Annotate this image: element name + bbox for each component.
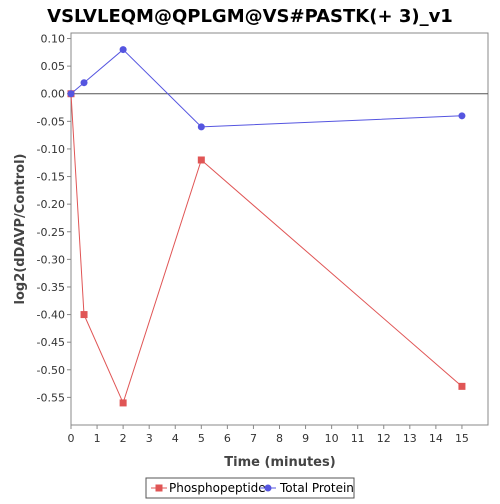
legend-marker-phosphopeptide <box>155 484 163 492</box>
x-tick-label: 8 <box>276 432 283 445</box>
y-tick-label: -0.05 <box>37 115 65 128</box>
x-tick-label: 2 <box>120 432 127 445</box>
y-tick-label: 0.00 <box>41 88 66 101</box>
x-tick-label: 4 <box>172 432 179 445</box>
y-tick-label: -0.40 <box>37 309 65 322</box>
legend: Phosphopeptide Total Protein <box>145 477 355 499</box>
y-tick-label: -0.35 <box>37 281 65 294</box>
legend-marker-total-protein <box>264 484 272 492</box>
x-tick-label: 15 <box>455 432 469 445</box>
data-point-phosphopeptide <box>197 156 205 164</box>
x-axis-label: Time (minutes) <box>224 455 335 470</box>
y-tick-label: 0.10 <box>41 33 66 46</box>
x-tick-label: 1 <box>94 432 101 445</box>
y-axis: 0.10 0.05 0.00 -0.05 -0.10 -0.15 -0.20 -0.25 -0.… <box>37 33 71 404</box>
y-tick-label: -0.20 <box>37 198 65 211</box>
x-tick-label: 0 <box>68 432 75 445</box>
y-axis-label: log2(dDAVP/Control) <box>13 154 28 305</box>
x-tick-label: 10 <box>325 432 339 445</box>
plot-area <box>70 32 489 426</box>
x-tick-label: 5 <box>198 432 205 445</box>
x-tick-label: 14 <box>429 432 443 445</box>
x-tick-label: 12 <box>377 432 391 445</box>
series-group <box>67 46 466 407</box>
y-tick-label: -0.50 <box>37 364 65 377</box>
chart-title: VSLVLEQM@QPLGM@VS#PASTK(+ 3)_v1 <box>47 6 453 27</box>
legend-label-phosphopeptide: Phosphopeptide <box>169 481 266 495</box>
legend-box <box>145 477 355 499</box>
y-tick-label: -0.30 <box>37 253 65 266</box>
x-tick-label: 9 <box>302 432 309 445</box>
data-point-phosphopeptide <box>80 311 88 319</box>
legend-label-total-protein: Total Protein <box>279 481 354 495</box>
y-tick-label: -0.45 <box>37 336 65 349</box>
x-tick-label: 6 <box>224 432 231 445</box>
y-tick-label: -0.25 <box>37 226 65 239</box>
x-tick-label: 3 <box>146 432 153 445</box>
data-point-total-protein <box>67 90 75 98</box>
y-tick-label: -0.55 <box>37 391 65 404</box>
y-tick-label: -0.15 <box>37 171 65 184</box>
data-point-phosphopeptide <box>458 382 466 390</box>
data-point-phosphopeptide <box>119 399 127 407</box>
x-axis: 0 1 2 3 4 5 6 7 8 9 10 11 12 13 14 15 <box>68 425 469 445</box>
data-point-total-protein <box>119 46 127 54</box>
y-tick-label: -0.10 <box>37 143 65 156</box>
data-point-total-protein <box>197 123 205 131</box>
data-point-total-protein <box>80 79 88 87</box>
x-tick-label: 13 <box>403 432 417 445</box>
x-tick-label: 7 <box>250 432 257 445</box>
y-tick-label: 0.05 <box>41 60 66 73</box>
x-tick-label: 11 <box>351 432 365 445</box>
data-point-total-protein <box>458 112 466 120</box>
